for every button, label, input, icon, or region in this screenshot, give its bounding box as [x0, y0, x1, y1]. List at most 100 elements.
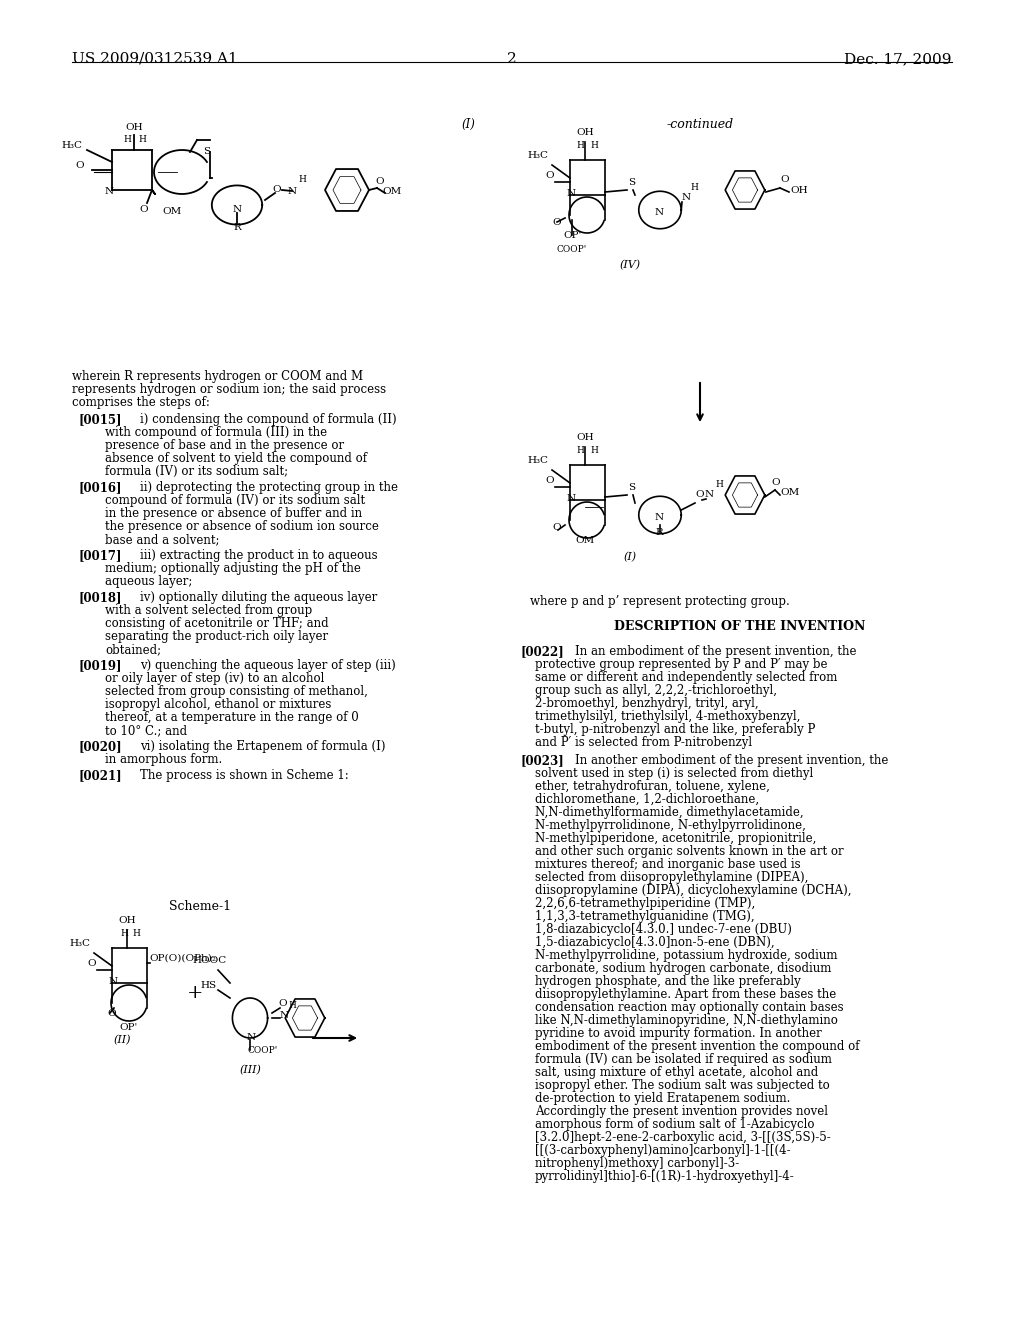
- Text: O: O: [771, 478, 779, 487]
- Text: O: O: [76, 161, 84, 169]
- Text: H: H: [575, 446, 584, 455]
- Text: OP(O)(OPh)₂: OP(O)(OPh)₂: [150, 954, 216, 964]
- Text: diisopropylamine (DIPA), dicyclohexylamine (DCHA),: diisopropylamine (DIPA), dicyclohexylami…: [535, 884, 852, 898]
- Text: hydrogen phosphate, and the like preferably: hydrogen phosphate, and the like prefera…: [535, 975, 801, 987]
- Text: compound of formula (IV) or its sodium salt: compound of formula (IV) or its sodium s…: [105, 494, 366, 507]
- Text: isopropyl ether. The sodium salt was subjected to: isopropyl ether. The sodium salt was sub…: [535, 1078, 829, 1092]
- Text: (III): (III): [239, 1065, 261, 1074]
- Text: O: O: [780, 176, 788, 183]
- Text: mixtures thereof; and inorganic base used is: mixtures thereof; and inorganic base use…: [535, 858, 801, 871]
- Text: nitrophenyl)methoxy] carbonyl]-3-: nitrophenyl)methoxy] carbonyl]-3-: [535, 1158, 739, 1170]
- Text: O: O: [376, 177, 384, 186]
- Text: COOP': COOP': [557, 246, 587, 253]
- Text: S: S: [628, 483, 635, 492]
- Text: i) condensing the compound of formula (II): i) condensing the compound of formula (I…: [140, 413, 396, 426]
- Text: OH: OH: [790, 186, 808, 195]
- Text: OH: OH: [125, 124, 142, 132]
- Text: Dec. 17, 2009: Dec. 17, 2009: [845, 51, 952, 66]
- Text: [[(3-carboxyphenyl)amino]carbonyl]-1-[[(4-: [[(3-carboxyphenyl)amino]carbonyl]-1-[[(…: [535, 1144, 791, 1158]
- Text: N-methylpiperidone, acetonitrile, propionitrile,: N-methylpiperidone, acetonitrile, propio…: [535, 832, 816, 845]
- Text: H: H: [575, 141, 584, 150]
- Text: [0018]: [0018]: [78, 591, 122, 605]
- Text: (I): (I): [461, 117, 475, 131]
- Text: group such as allyl, 2,2,2,-trichloroethyl,: group such as allyl, 2,2,2,-trichloroeth…: [535, 684, 777, 697]
- Text: with compound of formula (III) in the: with compound of formula (III) in the: [105, 426, 327, 440]
- Text: iv) optionally diluting the aqueous layer: iv) optionally diluting the aqueous laye…: [140, 591, 377, 605]
- Text: wherein R represents hydrogen or COOM and M: wherein R represents hydrogen or COOM an…: [72, 370, 364, 383]
- Text: and other such organic solvents known in the art or: and other such organic solvents known in…: [535, 845, 844, 858]
- Text: where p and p’ represent protecting group.: where p and p’ represent protecting grou…: [530, 595, 790, 609]
- Text: represents hydrogen or sodium ion; the said process: represents hydrogen or sodium ion; the s…: [72, 383, 386, 396]
- Text: (IV): (IV): [620, 260, 641, 271]
- Text: N: N: [682, 193, 691, 202]
- Text: consisting of acetonitrile or THF; and: consisting of acetonitrile or THF; and: [105, 616, 329, 630]
- Text: like N,N-dimethylaminopyridine, N,N-diethylamino: like N,N-dimethylaminopyridine, N,N-diet…: [535, 1014, 838, 1027]
- Text: isopropyl alcohol, ethanol or mixtures: isopropyl alcohol, ethanol or mixtures: [105, 698, 332, 711]
- Text: O: O: [139, 206, 148, 214]
- Text: H₃C: H₃C: [527, 150, 549, 160]
- Text: [0016]: [0016]: [78, 480, 122, 494]
- Text: 2-bromoethyl, benzhydryl, trityl, aryl,: 2-bromoethyl, benzhydryl, trityl, aryl,: [535, 697, 759, 710]
- Text: absence of solvent to yield the compound of: absence of solvent to yield the compound…: [105, 451, 367, 465]
- Text: carbonate, sodium hydrogen carbonate, disodium: carbonate, sodium hydrogen carbonate, di…: [535, 962, 831, 975]
- Text: in the presence or absence of buffer and in: in the presence or absence of buffer and…: [105, 507, 362, 520]
- Text: presence of base and in the presence or: presence of base and in the presence or: [105, 440, 344, 451]
- Text: with a solvent selected from group: with a solvent selected from group: [105, 605, 312, 616]
- Text: -continued: -continued: [667, 117, 733, 131]
- Text: obtained;: obtained;: [105, 643, 161, 656]
- Text: ether, tetrahydrofuran, toluene, xylene,: ether, tetrahydrofuran, toluene, xylene,: [535, 780, 770, 793]
- Text: H: H: [590, 446, 598, 455]
- Text: N: N: [109, 977, 118, 986]
- Text: In another embodiment of the present invention, the: In another embodiment of the present inv…: [575, 754, 889, 767]
- Text: H: H: [590, 141, 598, 150]
- Text: In an embodiment of the present invention, the: In an embodiment of the present inventio…: [575, 645, 856, 657]
- Text: N,N-dimethylformamide, dimethylacetamide,: N,N-dimethylformamide, dimethylacetamide…: [535, 807, 804, 818]
- Text: [0022]: [0022]: [520, 645, 564, 657]
- Text: salt, using mixture of ethyl acetate, alcohol and: salt, using mixture of ethyl acetate, al…: [535, 1067, 818, 1078]
- Text: diisopropylethylamine. Apart from these bases the: diisopropylethylamine. Apart from these …: [535, 987, 837, 1001]
- Text: H: H: [132, 929, 140, 939]
- Text: H: H: [288, 1001, 296, 1010]
- Text: H: H: [123, 136, 131, 144]
- Text: HOOC: HOOC: [193, 956, 226, 965]
- Text: OM: OM: [382, 187, 401, 197]
- Text: H: H: [715, 480, 723, 488]
- Text: [0020]: [0020]: [78, 741, 122, 752]
- Text: selected from group consisting of methanol,: selected from group consisting of methan…: [105, 685, 368, 698]
- Text: embodiment of the present invention the compound of: embodiment of the present invention the …: [535, 1040, 859, 1053]
- Text: COOP': COOP': [247, 1045, 278, 1055]
- Text: O: O: [278, 999, 287, 1008]
- Text: N: N: [104, 186, 114, 195]
- Text: OM: OM: [575, 536, 595, 545]
- Text: H₃C: H₃C: [61, 140, 83, 149]
- Text: OP': OP': [120, 1023, 138, 1032]
- Text: aqueous layer;: aqueous layer;: [105, 576, 193, 587]
- Text: H₃C: H₃C: [70, 939, 90, 948]
- Text: O: O: [272, 186, 282, 194]
- Text: trimethylsilyl, triethylsilyl, 4-methoxybenzyl,: trimethylsilyl, triethylsilyl, 4-methoxy…: [535, 710, 801, 723]
- Text: solvent used in step (i) is selected from diethyl: solvent used in step (i) is selected fro…: [535, 767, 813, 780]
- Text: Accordingly the present invention provides novel: Accordingly the present invention provid…: [535, 1105, 828, 1118]
- Text: 2: 2: [507, 51, 517, 66]
- Text: dichloromethane, 1,2-dichloroethane,: dichloromethane, 1,2-dichloroethane,: [535, 793, 759, 807]
- Text: formula (IV) can be isolated if required as sodium: formula (IV) can be isolated if required…: [535, 1053, 831, 1067]
- Text: [0023]: [0023]: [520, 754, 564, 767]
- Text: OM: OM: [163, 207, 181, 216]
- Text: N: N: [705, 490, 714, 499]
- Text: 1,5-diazabicyclo[4.3.0]non-5-ene (DBN),: 1,5-diazabicyclo[4.3.0]non-5-ene (DBN),: [535, 936, 774, 949]
- Text: (I): (I): [624, 552, 637, 562]
- Text: protective group represented by P and P′ may be: protective group represented by P and P′…: [535, 657, 827, 671]
- Text: amorphous form of sodium salt of 1-Azabicyclo: amorphous form of sodium salt of 1-Azabi…: [535, 1118, 814, 1131]
- Text: R: R: [233, 223, 241, 231]
- Text: or oily layer of step (iv) to an alcohol: or oily layer of step (iv) to an alcohol: [105, 672, 325, 685]
- Text: [0015]: [0015]: [78, 413, 122, 426]
- Text: N-methylpyrrolidine, potassium hydroxide, sodium: N-methylpyrrolidine, potassium hydroxide…: [535, 949, 838, 962]
- Text: S: S: [628, 178, 635, 187]
- Text: formula (IV) or its sodium salt;: formula (IV) or its sodium salt;: [105, 465, 288, 478]
- Text: H: H: [120, 929, 128, 939]
- Text: N: N: [567, 189, 577, 198]
- Text: The process is shown in Scheme 1:: The process is shown in Scheme 1:: [140, 770, 349, 781]
- Text: in amorphous form.: in amorphous form.: [105, 752, 222, 766]
- Text: OH: OH: [577, 433, 594, 442]
- Text: selected from diisopropylethylamine (DIPEA),: selected from diisopropylethylamine (DIP…: [535, 871, 808, 884]
